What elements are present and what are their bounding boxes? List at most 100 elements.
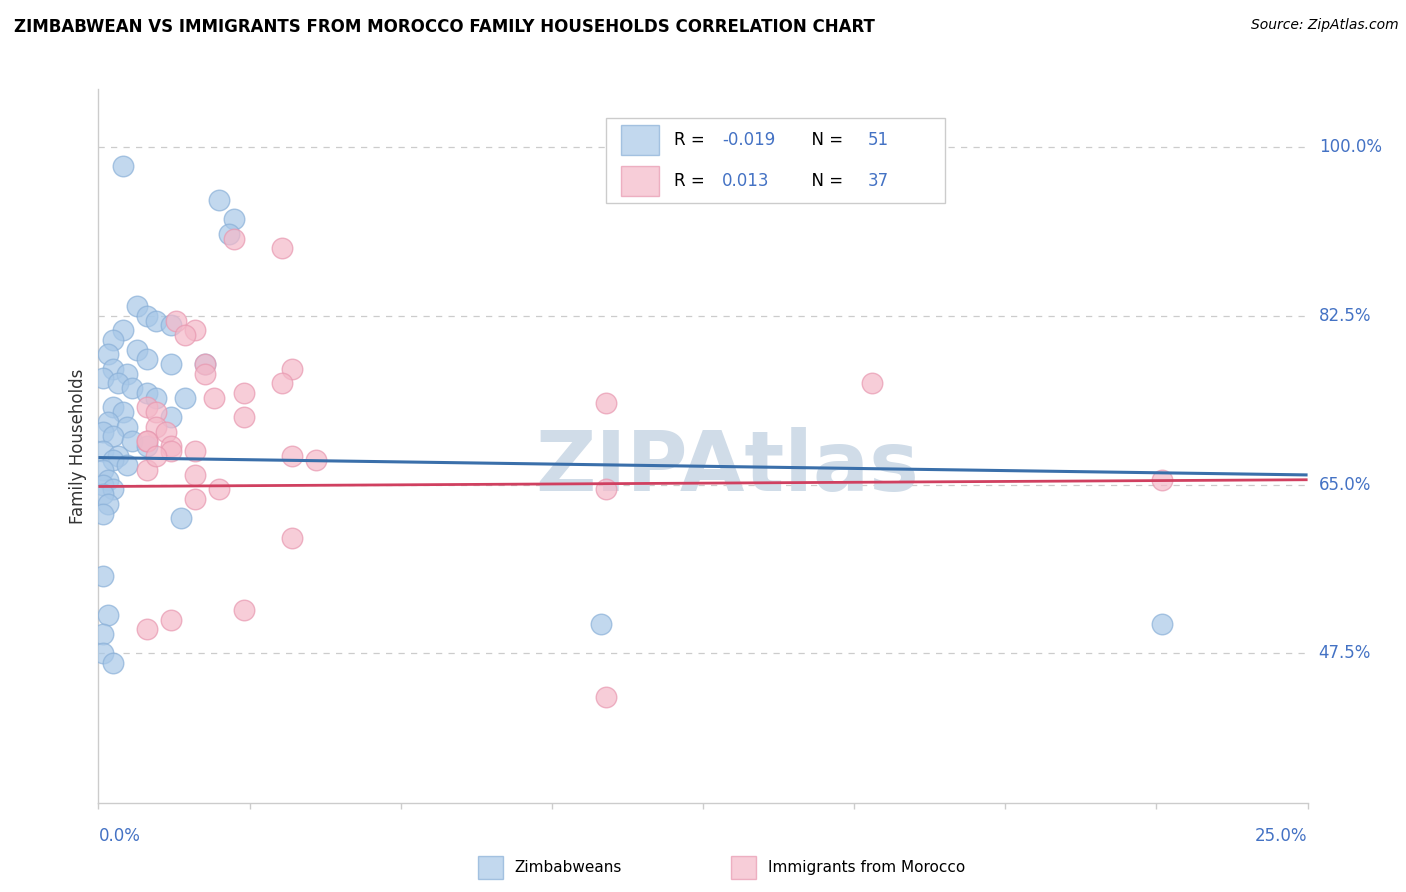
Point <box>135 386 157 401</box>
Point <box>121 434 143 449</box>
Point <box>91 371 114 385</box>
Point <box>232 603 254 617</box>
Point <box>591 617 613 632</box>
Point <box>135 434 157 449</box>
Point <box>107 449 129 463</box>
Point <box>281 449 304 463</box>
Point <box>135 439 157 453</box>
Point <box>204 391 226 405</box>
Text: R =: R = <box>673 131 710 149</box>
Point <box>145 419 167 434</box>
Point <box>91 487 114 501</box>
Point <box>281 362 304 376</box>
Point <box>1152 617 1174 632</box>
Text: 51: 51 <box>868 131 889 149</box>
Point <box>595 395 617 409</box>
Point <box>184 491 207 506</box>
Point <box>160 410 183 425</box>
Text: 100.0%: 100.0% <box>1319 138 1382 156</box>
Point <box>101 429 124 443</box>
Point <box>145 449 167 463</box>
Point <box>97 415 120 429</box>
Point <box>101 656 124 670</box>
Text: ZIPAtlas: ZIPAtlas <box>536 427 920 508</box>
Point <box>107 376 129 391</box>
Point <box>135 434 157 449</box>
Point <box>135 622 157 636</box>
Point <box>145 313 167 327</box>
Point <box>218 227 240 241</box>
Point <box>184 443 207 458</box>
Point <box>145 391 167 405</box>
Text: 0.0%: 0.0% <box>98 827 141 845</box>
Point <box>91 425 114 439</box>
Point <box>101 401 124 415</box>
Point <box>281 531 304 545</box>
Point <box>101 453 124 467</box>
Point <box>97 607 120 622</box>
Point <box>91 477 114 491</box>
Point <box>91 463 114 477</box>
Point <box>145 405 167 419</box>
Point <box>1152 473 1174 487</box>
Point <box>232 410 254 425</box>
Point <box>194 357 217 371</box>
Point <box>160 357 183 371</box>
Point <box>101 362 124 376</box>
Point <box>91 443 114 458</box>
Point <box>160 613 183 627</box>
Point <box>97 347 120 361</box>
Point <box>135 309 157 323</box>
Point <box>305 453 328 467</box>
Point <box>160 318 183 333</box>
Point <box>595 483 617 497</box>
Point <box>232 386 254 401</box>
Point <box>111 323 134 337</box>
Point <box>208 483 231 497</box>
Point <box>111 405 134 419</box>
Point <box>91 507 114 521</box>
Point <box>127 343 149 357</box>
Text: Immigrants from Morocco: Immigrants from Morocco <box>768 861 965 875</box>
Bar <box>621 166 659 196</box>
Point <box>117 419 139 434</box>
Point <box>135 463 157 477</box>
FancyBboxPatch shape <box>606 118 945 203</box>
Point <box>91 569 114 583</box>
Point <box>160 443 183 458</box>
Point <box>135 401 157 415</box>
Point <box>111 159 134 173</box>
Point <box>101 483 124 497</box>
Point <box>860 376 883 391</box>
Point <box>121 381 143 395</box>
Point <box>184 323 207 337</box>
Point <box>127 299 149 313</box>
Text: -0.019: -0.019 <box>723 131 776 149</box>
Point <box>194 367 217 381</box>
Text: 65.0%: 65.0% <box>1319 475 1371 493</box>
Point <box>271 376 294 391</box>
Point <box>169 511 191 525</box>
Text: 25.0%: 25.0% <box>1256 827 1308 845</box>
Point <box>184 467 207 482</box>
Text: Zimbabweans: Zimbabweans <box>515 861 621 875</box>
Point <box>222 232 245 246</box>
Text: 47.5%: 47.5% <box>1319 644 1371 663</box>
Point <box>271 241 294 255</box>
Point <box>117 367 139 381</box>
Point <box>208 193 231 207</box>
Point <box>135 352 157 367</box>
Text: Source: ZipAtlas.com: Source: ZipAtlas.com <box>1251 18 1399 32</box>
Point <box>155 425 177 439</box>
Point <box>174 328 197 343</box>
Text: ZIMBABWEAN VS IMMIGRANTS FROM MOROCCO FAMILY HOUSEHOLDS CORRELATION CHART: ZIMBABWEAN VS IMMIGRANTS FROM MOROCCO FA… <box>14 18 875 36</box>
Point <box>91 646 114 660</box>
Text: 82.5%: 82.5% <box>1319 307 1371 325</box>
Text: N =: N = <box>801 172 848 190</box>
Point <box>97 473 120 487</box>
Text: 0.013: 0.013 <box>723 172 770 190</box>
Point <box>117 458 139 473</box>
Point <box>194 357 217 371</box>
Point <box>160 439 183 453</box>
Bar <box>621 125 659 155</box>
